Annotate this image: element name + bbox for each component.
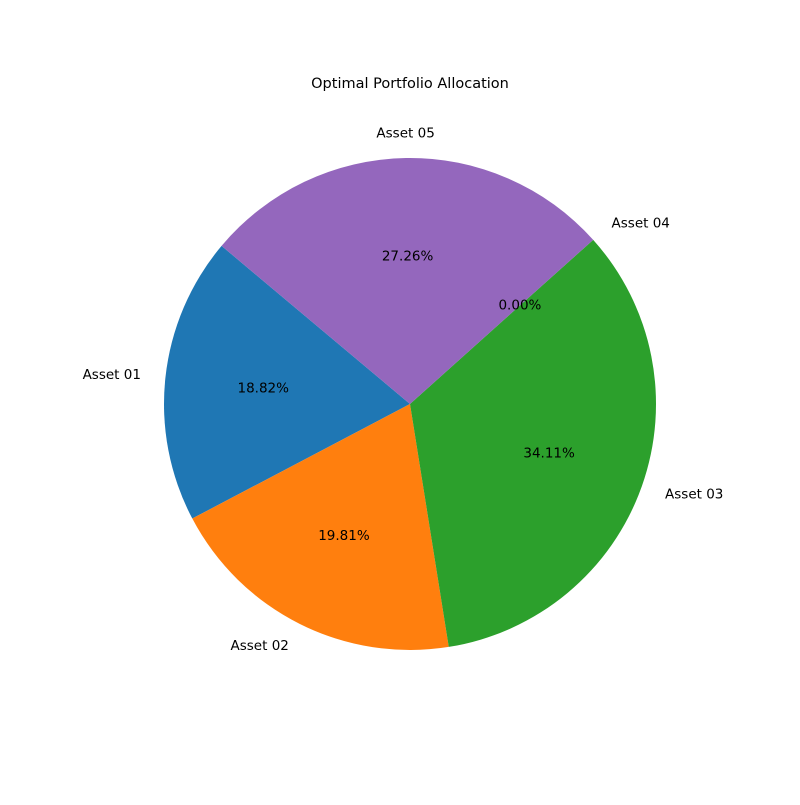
slice-label-asset-01: Asset 01 [83, 367, 141, 383]
chart-title: Optimal Portfolio Allocation [311, 76, 509, 92]
slice-value-asset-05: 27.26% [382, 248, 434, 264]
slice-value-asset-04: 0.00% [498, 297, 541, 313]
pie-slice-asset-03 [410, 239, 656, 647]
slice-label-asset-02: Asset 02 [231, 638, 289, 654]
pie-slice-asset-05 [221, 158, 594, 404]
slice-value-asset-01: 18.82% [238, 380, 290, 396]
slice-label-asset-03: Asset 03 [665, 486, 723, 502]
pie-slices [164, 158, 656, 650]
pie-slice-asset-02 [192, 404, 449, 650]
pie-slice-asset-01 [164, 245, 410, 519]
slice-label-asset-05: Asset 05 [376, 125, 434, 141]
slice-label-asset-04: Asset 04 [612, 215, 670, 231]
slice-value-asset-03: 34.11% [523, 445, 575, 461]
pie-labels: Asset 01 18.82% Asset 02 19.81% Asset 03 34.1… [83, 125, 724, 654]
slice-value-asset-02: 19.81% [318, 528, 370, 544]
